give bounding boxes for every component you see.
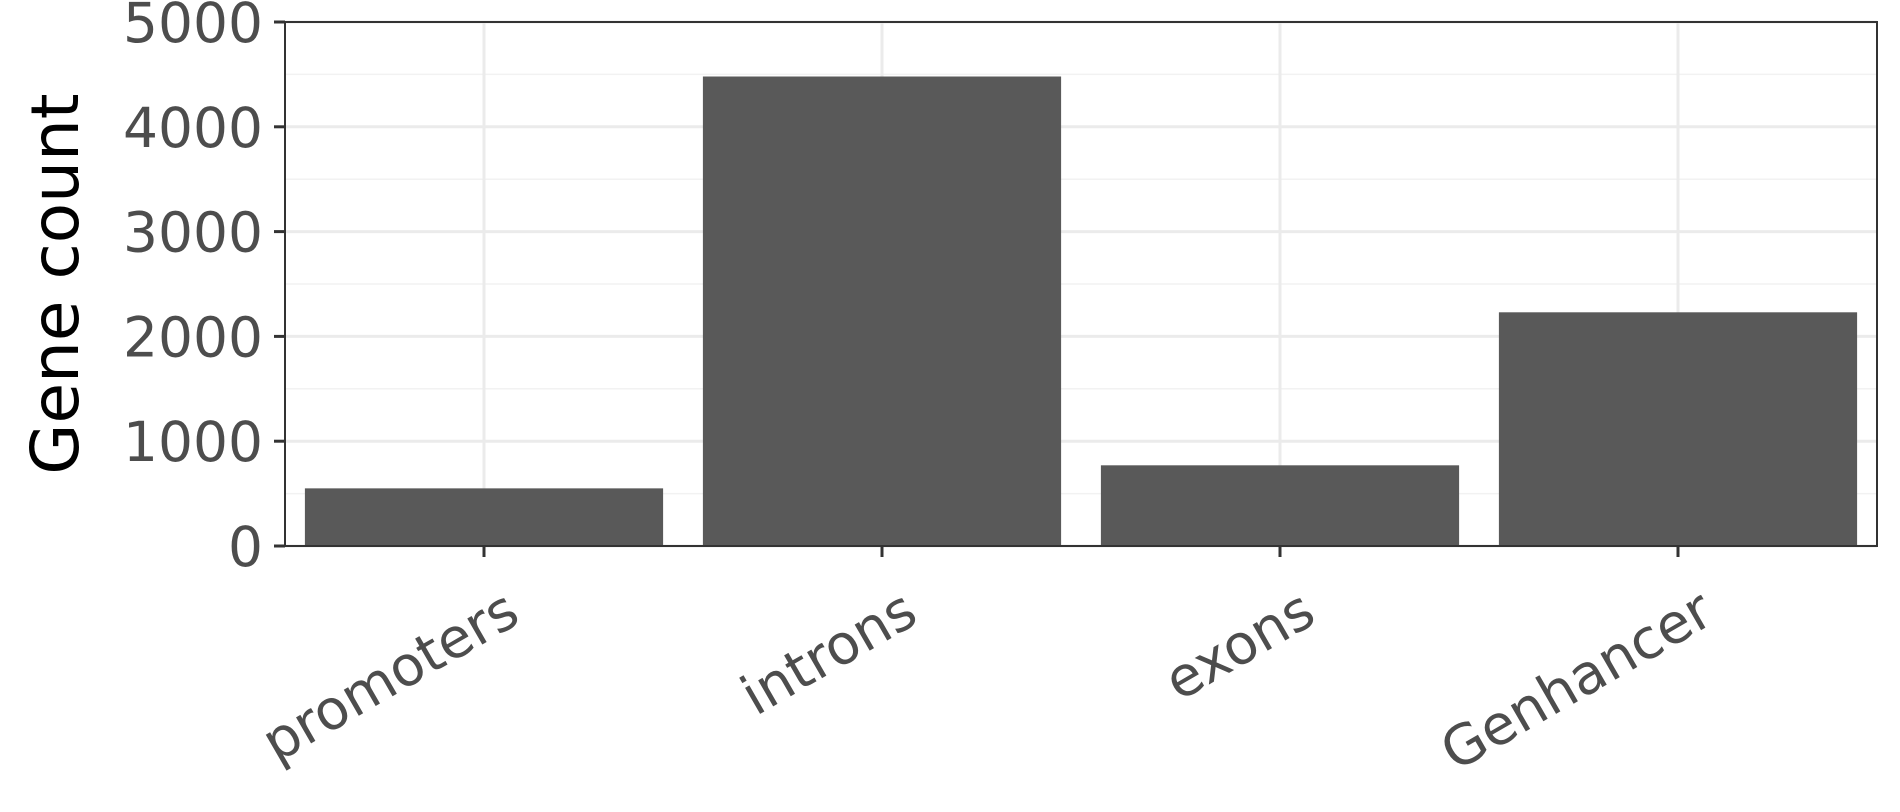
x-axis: promoters introns exons Genhancer — [251, 546, 1723, 783]
bar-exons — [1100, 465, 1460, 546]
x-tick-label: exons — [1154, 577, 1325, 713]
bar-promoters — [304, 488, 664, 546]
x-tick-label: Genhancer — [1430, 577, 1723, 783]
bars — [304, 76, 1858, 546]
y-axis-title: Gene count — [17, 93, 94, 474]
bar-genhancer — [1498, 312, 1858, 546]
y-tick-label: 3000 — [123, 201, 263, 265]
y-tick-label: 0 — [228, 515, 263, 579]
y-tick-label: 1000 — [123, 410, 263, 474]
bar-introns — [702, 76, 1062, 546]
y-tick-label: 5000 — [123, 0, 263, 55]
x-tick-label: introns — [730, 577, 927, 728]
x-tick-label: promoters — [251, 577, 529, 774]
y-tick-label: 2000 — [123, 305, 263, 369]
y-tick-label: 4000 — [123, 96, 263, 160]
y-axis: 0 1000 2000 3000 4000 5000 — [123, 0, 285, 579]
plot-panel-border — [284, 21, 1878, 547]
